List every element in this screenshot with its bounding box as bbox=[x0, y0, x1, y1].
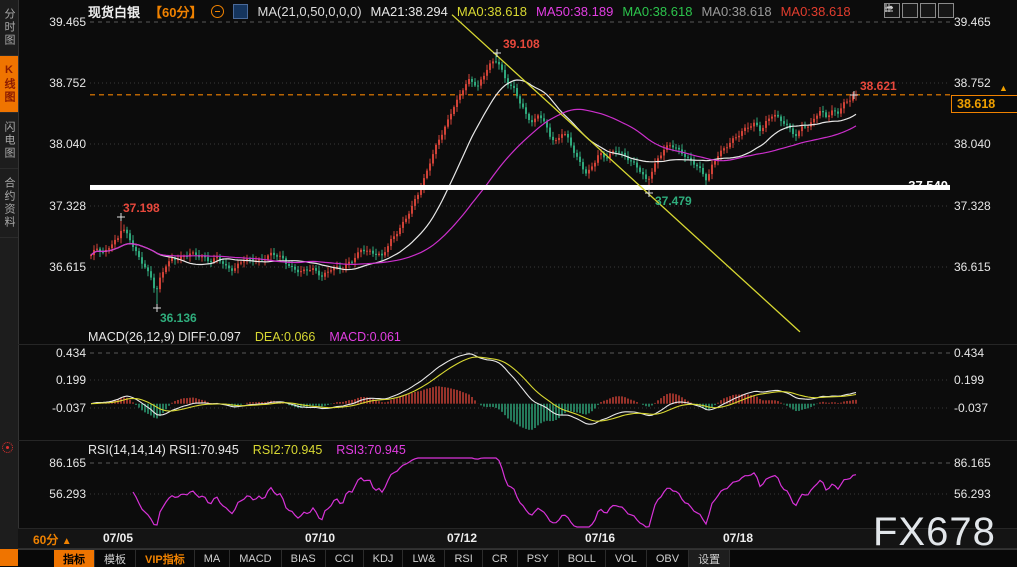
ma50-value: MA50:38.189 bbox=[536, 3, 614, 19]
ma0-yellow-value: MA0:38.618 bbox=[456, 3, 527, 19]
ma21-value: MA21:38.294 bbox=[370, 3, 448, 19]
ma0-gray-value: MA0:38.618 bbox=[701, 3, 772, 19]
indicator-toolbar: 指标 模板 VIP指标 MA MACD BIAS CCI KDJ LW& RSI… bbox=[18, 549, 1017, 567]
rsi-axis-label: 86.165 bbox=[49, 456, 86, 470]
price-axis-label: 36.615 bbox=[49, 260, 86, 274]
macd-axis-label: 0.434 bbox=[55, 346, 86, 360]
ma0-green-value: MA0:38.618 bbox=[622, 3, 693, 19]
macd-axis-label: 0.434 bbox=[954, 346, 985, 360]
price-annotation: 37.198 bbox=[123, 201, 160, 215]
period-selector[interactable]: 60分 ▲ bbox=[33, 531, 72, 548]
price-annotation: 38.621 bbox=[860, 79, 897, 93]
price-annotation: 39.108 bbox=[503, 37, 540, 51]
price-up-arrow-icon: ▲ bbox=[999, 83, 1008, 93]
tab-rsi[interactable]: RSI bbox=[445, 550, 483, 567]
price-annotation: 37.479 bbox=[655, 194, 692, 208]
price-axis-label: 38.040 bbox=[49, 137, 86, 151]
page-forward-icon[interactable] bbox=[885, 3, 954, 18]
tab-settings[interactable]: 设置 bbox=[689, 550, 731, 567]
tab-lw[interactable]: LW& bbox=[403, 550, 446, 567]
period-text: 60分 bbox=[33, 533, 59, 547]
rsi-axis-label: 56.293 bbox=[954, 487, 991, 501]
tab-ma[interactable]: MA bbox=[195, 550, 231, 567]
tab-cci[interactable]: CCI bbox=[326, 550, 364, 567]
tab-indicator[interactable]: 指标 bbox=[54, 550, 95, 567]
sidebar-tab-lightning[interactable]: 闪电图 bbox=[0, 113, 18, 169]
tab-vip-indicator[interactable]: VIP指标 bbox=[136, 550, 195, 567]
price-axis-label: 39.465 bbox=[954, 15, 991, 29]
date-axis-row bbox=[18, 529, 1017, 549]
price-annotation: 36.136 bbox=[160, 311, 197, 325]
macd-params: MACD(26,12,9) DIFF:0.097 bbox=[88, 330, 241, 344]
price-axis-label: 38.752 bbox=[954, 76, 991, 90]
price-axis-label: 36.615 bbox=[954, 260, 991, 274]
macd-axis-label: -0.037 bbox=[51, 401, 86, 415]
price-axis-label: 38.040 bbox=[954, 137, 991, 151]
tab-bias[interactable]: BIAS bbox=[282, 550, 326, 567]
date-label: 07/18 bbox=[722, 531, 754, 545]
scale-right-icon[interactable] bbox=[885, 3, 936, 18]
tab-macd[interactable]: MACD bbox=[230, 550, 282, 567]
date-label: 07/16 bbox=[584, 531, 616, 545]
price-axis-label: 38.752 bbox=[49, 76, 86, 90]
panel-divider bbox=[18, 440, 1017, 441]
macd-macd-value: MACD:0.061 bbox=[329, 330, 401, 344]
price-axis-label: 39.465 bbox=[49, 15, 86, 29]
panel-divider bbox=[18, 344, 1017, 345]
date-label: 07/12 bbox=[446, 531, 478, 545]
indicator-chart-icon[interactable] bbox=[233, 3, 249, 19]
left-sidebar: 分时图 K线图 闪电图 合约资料 bbox=[0, 0, 19, 549]
symbol-name: 现货白银 bbox=[88, 4, 141, 20]
date-label: 07/05 bbox=[102, 531, 134, 545]
rsi-panel-header: RSI(14,14,14) RSI1:70.945 RSI2:70.945 RS… bbox=[88, 443, 406, 457]
tab-kdj[interactable]: KDJ bbox=[364, 550, 404, 567]
tab-psy[interactable]: PSY bbox=[518, 550, 559, 567]
macd-dea-value: DEA:0.066 bbox=[254, 330, 316, 344]
current-price-tag: 38.618 bbox=[951, 95, 1017, 113]
tab-template[interactable]: 模板 bbox=[95, 550, 136, 567]
macd-axis-label: 0.199 bbox=[55, 373, 86, 387]
price-axis-label: 37.328 bbox=[49, 199, 86, 213]
panel-divider bbox=[18, 528, 1017, 529]
rsi3-value: RSI3:70.945 bbox=[336, 443, 406, 457]
scale-left-icon[interactable] bbox=[885, 3, 918, 18]
ma0-red-value: MA0:38.618 bbox=[780, 3, 851, 19]
fx678-watermark: FX678 bbox=[873, 510, 996, 554]
macd-axis-label: -0.037 bbox=[954, 401, 989, 415]
sidebar-corner-block bbox=[0, 549, 18, 566]
tab-vol[interactable]: VOL bbox=[606, 550, 647, 567]
period-arrow-icon: ▲ bbox=[61, 536, 72, 547]
sidebar-tab-kline[interactable]: K线图 bbox=[0, 56, 18, 113]
support-level-label: 37.540 bbox=[908, 178, 948, 193]
macd-panel-header: MACD(26,12,9) DIFF:0.097 DEA:0.066 MACD:… bbox=[88, 330, 401, 344]
macd-axis-label: 0.199 bbox=[954, 373, 985, 387]
chart-tool-buttons bbox=[884, 3, 954, 18]
zoom-out-icon[interactable] bbox=[211, 4, 225, 18]
rsi-axis-label: 56.293 bbox=[49, 487, 86, 501]
rsi2-value: RSI2:70.945 bbox=[252, 443, 323, 457]
price-axis-label: 37.328 bbox=[954, 199, 991, 213]
tab-cr[interactable]: CR bbox=[483, 550, 518, 567]
alert-marker-icon[interactable] bbox=[2, 442, 13, 453]
tab-obv[interactable]: OBV bbox=[647, 550, 690, 567]
ma-formula: MA(21,0,50,0,0,0) bbox=[257, 3, 362, 19]
date-label: 07/10 bbox=[304, 531, 336, 545]
sidebar-tab-timeshare[interactable]: 分时图 bbox=[0, 0, 18, 56]
chart-title-bar: 现货白银 【60分】 MA(21,0,50,0,0,0) MA21:38.294… bbox=[88, 3, 851, 20]
sidebar-tab-contract-info[interactable]: 合约资料 bbox=[0, 169, 18, 238]
rsi-params: RSI(14,14,14) RSI1:70.945 bbox=[88, 443, 239, 457]
period-label: 【60分】 bbox=[149, 4, 203, 20]
rsi-axis-label: 86.165 bbox=[954, 456, 991, 470]
tab-boll[interactable]: BOLL bbox=[559, 550, 606, 567]
